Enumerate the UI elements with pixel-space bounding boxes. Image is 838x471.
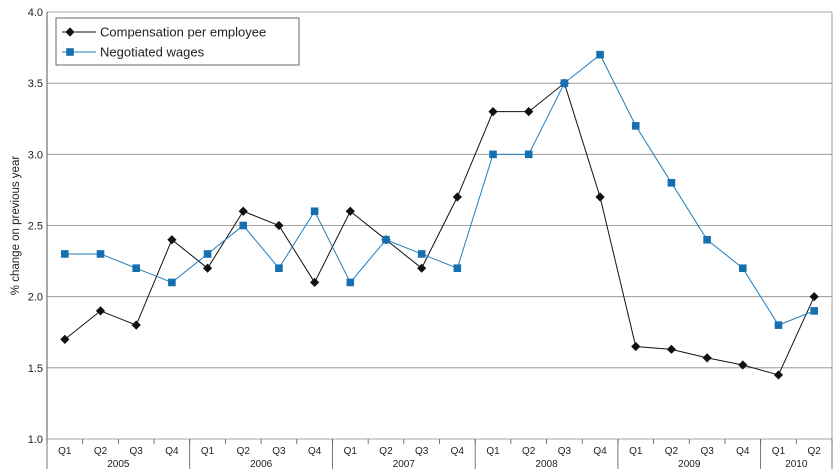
data-point	[524, 107, 534, 117]
data-point	[596, 50, 604, 59]
data-point	[95, 306, 106, 316]
x-tick-label: Q1	[201, 446, 215, 457]
x-tick-label: Q3	[558, 446, 572, 457]
data-point	[131, 320, 141, 330]
axes	[46, 12, 833, 469]
x-tick-label: Q3	[272, 446, 286, 457]
x-tick-label: Q1	[486, 446, 500, 457]
data-point	[417, 263, 427, 273]
x-tick-label: Q1	[772, 446, 786, 457]
data-point	[774, 321, 783, 329]
legend: Compensation per employee Negotiated wage…	[55, 17, 300, 66]
data-point	[666, 344, 677, 354]
legend-label: Negotiated wages	[100, 45, 205, 60]
legend-label: Compensation per employee	[100, 25, 266, 40]
data-point	[453, 264, 462, 272]
data-point	[275, 264, 283, 272]
x-tick-label: Q2	[522, 446, 536, 457]
legend-item: Compensation per employee	[62, 25, 266, 40]
data-point	[489, 150, 497, 159]
data-point	[667, 179, 676, 187]
series	[60, 50, 819, 380]
x-tick-label: Q3	[130, 446, 144, 457]
data-point	[452, 192, 462, 202]
x-tick-label: Q2	[237, 446, 251, 457]
data-point	[310, 277, 320, 288]
data-point	[417, 250, 426, 258]
data-point	[809, 292, 819, 302]
data-point	[810, 307, 818, 315]
x-tick-labels: Q1 Q2 Q3 Q4 Q1 Q2 Q3 Q4 Q1 Q2 Q3 Q4 Q1 Q2 Q3 Q4 Q1 Q2 Q3 Q4…	[58, 446, 821, 470]
data-point	[703, 235, 711, 244]
y-tick-label: 3.0	[28, 149, 43, 161]
data-point	[167, 235, 177, 245]
data-point	[274, 220, 284, 231]
data-point	[702, 353, 712, 363]
series-line	[64, 53, 815, 326]
x-tick-label: Q4	[593, 446, 607, 457]
series-line	[64, 82, 815, 376]
year-label: 2010	[785, 459, 808, 470]
x-tick-label: Q1	[344, 446, 358, 457]
data-point	[560, 79, 569, 87]
data-point	[60, 334, 70, 344]
data-point	[345, 206, 355, 216]
year-label: 2007	[393, 459, 416, 470]
data-point	[310, 207, 319, 216]
data-point	[382, 235, 390, 244]
data-point	[61, 250, 69, 258]
x-tick-label: Q1	[629, 446, 643, 457]
data-point	[132, 264, 141, 272]
y-tick-label: 2.5	[28, 221, 43, 233]
y-tick-label: 2.0	[28, 292, 43, 304]
data-point	[524, 150, 533, 159]
data-point	[631, 122, 640, 130]
year-label: 2005	[107, 459, 130, 470]
data-point	[202, 263, 213, 273]
x-tick-label: Q2	[379, 446, 393, 457]
data-point	[168, 278, 176, 287]
year-label: 2006	[250, 459, 273, 470]
data-point	[346, 278, 355, 287]
data-point	[738, 360, 748, 370]
y-axis-label: % change on previous year	[10, 156, 22, 296]
y-tick-labels: 1.0 1.5 2.0 2.5 3.0 3.5 4.0	[28, 7, 43, 446]
y-tick-label: 1.5	[28, 363, 43, 375]
data-point	[488, 107, 498, 117]
series-negotiated-wages	[61, 50, 818, 329]
data-point	[239, 221, 248, 230]
x-tick-label: Q4	[165, 446, 179, 457]
data-point	[738, 264, 747, 272]
x-tick-label: Q4	[308, 446, 322, 457]
y-tick-label: 4.0	[28, 7, 43, 19]
x-tick-label: Q4	[451, 446, 465, 457]
data-point	[203, 250, 212, 258]
y-tick-label: 3.5	[28, 78, 43, 90]
x-tick-label: Q1	[58, 446, 72, 457]
x-tick-label: Q3	[700, 446, 714, 457]
legend-marker	[65, 27, 75, 37]
data-point	[96, 250, 105, 258]
gridlines	[47, 11, 832, 440]
x-tick-label: Q2	[665, 446, 679, 457]
x-tick-label: Q3	[415, 446, 429, 457]
data-point	[595, 192, 605, 202]
y-tick-label: 1.0	[28, 434, 43, 446]
data-point	[773, 370, 784, 380]
legend-marker	[66, 48, 74, 56]
data-point	[238, 206, 248, 216]
series-compensation-per-employee	[60, 78, 819, 380]
year-label: 2008	[535, 459, 558, 470]
data-point	[631, 341, 641, 352]
year-label: 2009	[678, 459, 701, 470]
legend-item: Negotiated wages	[62, 45, 205, 60]
x-tick-label: Q2	[94, 446, 108, 457]
x-tick-label: Q2	[807, 446, 821, 457]
x-tick-label: Q4	[736, 446, 750, 457]
legend-box	[55, 17, 300, 66]
